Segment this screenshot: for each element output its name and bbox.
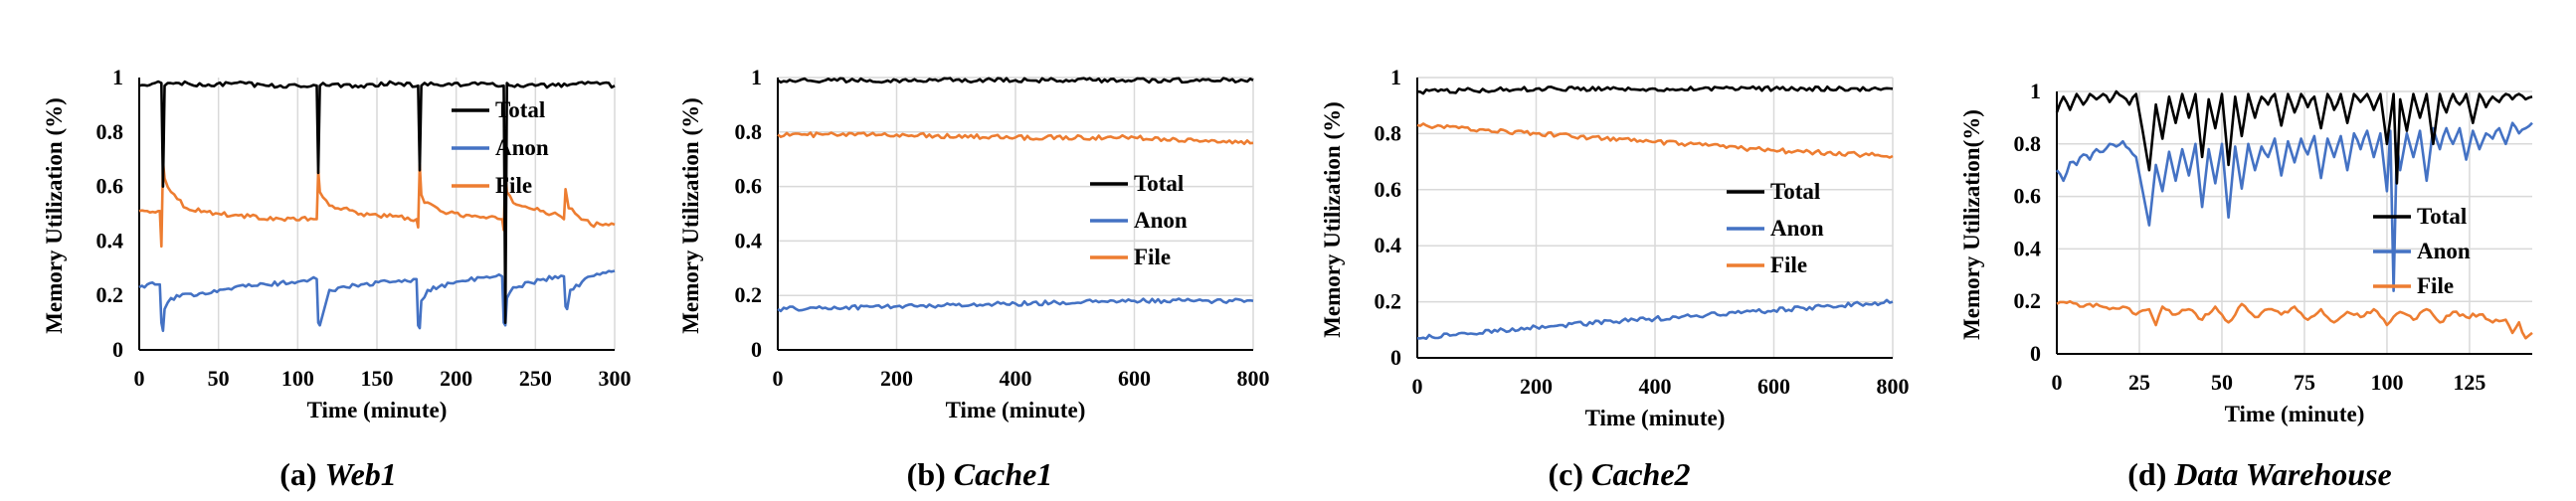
y-tick-label: 0 bbox=[112, 337, 123, 362]
series-line-anon bbox=[777, 297, 1254, 313]
x-tick-label: 250 bbox=[519, 366, 552, 391]
chart-panel-1: 0 0.2 0.4 0.6 0.8 1 0 50 100 150 200 250 300 Time (mi… bbox=[42, 65, 632, 492]
y-tick-label: 0 bbox=[1390, 345, 1401, 370]
y-tick-label: 0.8 bbox=[96, 119, 124, 144]
series-line-total bbox=[1416, 84, 1894, 95]
legend-label-total: Total bbox=[1770, 179, 1820, 204]
x-tick-label: 600 bbox=[1757, 374, 1790, 399]
y-tick-label: 0.4 bbox=[96, 228, 124, 252]
legend-label-file: File bbox=[495, 173, 532, 198]
y-axis-title: Memory Utilization (%) bbox=[678, 97, 703, 334]
series-line-total bbox=[777, 77, 1254, 84]
caption-prefix: (d) bbox=[2127, 456, 2174, 492]
y-tick-label: 0.4 bbox=[735, 228, 763, 252]
series-line-anon bbox=[2055, 121, 2533, 292]
x-tick-label: 25 bbox=[2128, 370, 2150, 395]
legend-label-file: File bbox=[1134, 245, 1171, 269]
legend-label-anon: Anon bbox=[2417, 239, 2471, 263]
subfigure-caption: (b) Cache1 bbox=[907, 456, 1053, 492]
chart-panel-2: 0 0.2 0.4 0.6 0.8 1 0 200 400 600 800 Time (minute)… bbox=[678, 65, 1270, 492]
caption-name: Cache1 bbox=[954, 456, 1053, 492]
legend-label-anon: Anon bbox=[1770, 216, 1824, 241]
legend-label-total: Total bbox=[495, 97, 545, 122]
x-tick-label: 200 bbox=[880, 366, 913, 391]
y-tick-label: 0.6 bbox=[735, 174, 763, 199]
x-tick-label: 400 bbox=[1000, 366, 1032, 391]
subfigure-caption: (a) Web1 bbox=[279, 456, 397, 492]
caption-prefix: (c) bbox=[1548, 456, 1591, 492]
x-axis-title: Time (minute) bbox=[1585, 406, 1726, 430]
legend-label-file: File bbox=[1770, 252, 1807, 277]
y-tick-label: 0 bbox=[2030, 341, 2041, 366]
series-line-file bbox=[1416, 122, 1894, 159]
x-tick-label: 150 bbox=[361, 366, 394, 391]
series-line-anon bbox=[1416, 298, 1894, 340]
chart-panel-3: 0 0.2 0.4 0.6 0.8 1 0 200 400 600 800 Time (minute)… bbox=[1320, 65, 1910, 492]
chart-panel-4: 0 0.2 0.4 0.6 0.8 1 0 25 50 75 100 125 Time (minute)… bbox=[1959, 79, 2533, 492]
x-axis-title: Time (minute) bbox=[307, 398, 448, 422]
subfigure-caption: (d) Data Warehouse bbox=[2127, 456, 2392, 492]
y-tick-label: 1 bbox=[2030, 79, 2041, 103]
y-tick-label: 0.2 bbox=[1375, 289, 1402, 314]
legend-label-anon: Anon bbox=[1134, 208, 1188, 233]
x-tick-label: 100 bbox=[281, 366, 314, 391]
y-tick-label: 0.8 bbox=[1375, 120, 1402, 145]
y-tick-label: 0.4 bbox=[1375, 233, 1402, 257]
series-line-file bbox=[2056, 299, 2533, 340]
subfigure-caption: (c) Cache2 bbox=[1548, 456, 1690, 492]
series-line-total bbox=[138, 80, 616, 324]
y-tick-label: 1 bbox=[1390, 65, 1401, 89]
x-tick-label: 50 bbox=[2211, 370, 2233, 395]
y-tick-label: 0.6 bbox=[2014, 184, 2042, 209]
x-tick-label: 800 bbox=[1877, 374, 1910, 399]
legend-label-total: Total bbox=[2417, 204, 2467, 229]
series-line-anon bbox=[138, 269, 616, 333]
x-tick-label: 50 bbox=[208, 366, 230, 391]
y-tick-label: 0.8 bbox=[2014, 131, 2042, 156]
y-tick-label: 1 bbox=[112, 65, 123, 89]
y-axis-title: Memory Utilization (%) bbox=[42, 97, 67, 334]
x-tick-label: 100 bbox=[2370, 370, 2403, 395]
y-tick-label: 0.2 bbox=[2014, 288, 2042, 313]
legend-label-file: File bbox=[2417, 273, 2454, 298]
x-tick-label: 300 bbox=[599, 366, 632, 391]
series-line-file bbox=[777, 131, 1254, 145]
y-tick-label: 0 bbox=[751, 337, 762, 362]
x-tick-label: 125 bbox=[2453, 370, 2485, 395]
caption-name: Data Warehouse bbox=[2173, 456, 2391, 492]
x-tick-label: 200 bbox=[440, 366, 472, 391]
y-tick-label: 0.6 bbox=[1375, 177, 1402, 202]
series-line-file bbox=[138, 160, 616, 249]
x-axis-title: Time (minute) bbox=[946, 398, 1086, 422]
x-tick-label: 75 bbox=[2294, 370, 2315, 395]
x-tick-label: 0 bbox=[1412, 374, 1423, 399]
series-line-total bbox=[2055, 89, 2533, 185]
legend-label-total: Total bbox=[1134, 171, 1184, 196]
x-tick-label: 0 bbox=[773, 366, 784, 391]
y-tick-label: 0.6 bbox=[96, 174, 124, 199]
y-tick-label: 1 bbox=[751, 65, 762, 89]
x-tick-label: 800 bbox=[1237, 366, 1270, 391]
x-tick-label: 200 bbox=[1520, 374, 1553, 399]
caption-prefix: (b) bbox=[907, 456, 954, 492]
legend-label-anon: Anon bbox=[495, 135, 549, 160]
y-tick-label: 0.2 bbox=[96, 282, 124, 307]
y-tick-label: 0.8 bbox=[735, 119, 763, 144]
caption-prefix: (a) bbox=[279, 456, 324, 492]
x-axis-title: Time (minute) bbox=[2225, 402, 2365, 426]
caption-name: Web1 bbox=[325, 456, 397, 492]
x-tick-label: 600 bbox=[1118, 366, 1151, 391]
y-axis-title: Memory Utilization(%) bbox=[1959, 109, 1984, 340]
x-tick-label: 0 bbox=[134, 366, 145, 391]
x-tick-label: 400 bbox=[1639, 374, 1672, 399]
caption-name: Cache2 bbox=[1591, 456, 1691, 492]
y-tick-label: 0.4 bbox=[2014, 236, 2042, 260]
y-axis-title: Memory Utilization (%) bbox=[1320, 101, 1345, 338]
x-tick-label: 0 bbox=[2052, 370, 2063, 395]
y-tick-label: 0.2 bbox=[735, 282, 763, 307]
